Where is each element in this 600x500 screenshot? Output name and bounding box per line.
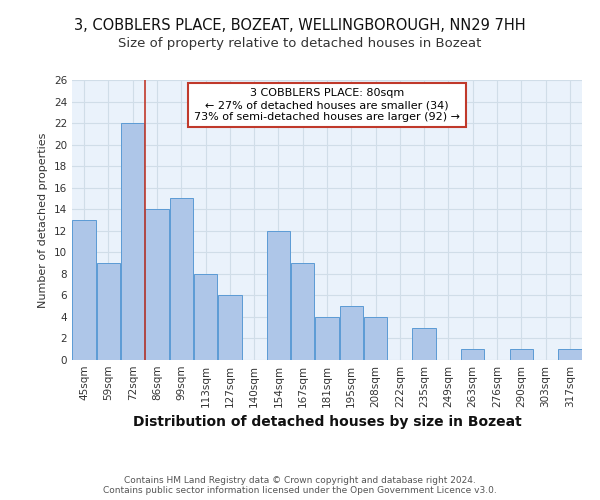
Bar xyxy=(194,274,217,360)
Bar xyxy=(218,296,242,360)
Bar xyxy=(412,328,436,360)
Bar xyxy=(170,198,193,360)
Text: 3 COBBLERS PLACE: 80sqm
← 27% of detached houses are smaller (34)
73% of semi-de: 3 COBBLERS PLACE: 80sqm ← 27% of detache… xyxy=(194,88,460,122)
Bar xyxy=(315,317,339,360)
Y-axis label: Number of detached properties: Number of detached properties xyxy=(38,132,49,308)
Text: Size of property relative to detached houses in Bozeat: Size of property relative to detached ho… xyxy=(118,38,482,51)
Bar xyxy=(340,306,363,360)
Bar xyxy=(73,220,96,360)
Text: 3, COBBLERS PLACE, BOZEAT, WELLINGBOROUGH, NN29 7HH: 3, COBBLERS PLACE, BOZEAT, WELLINGBOROUG… xyxy=(74,18,526,32)
Bar xyxy=(266,231,290,360)
Bar xyxy=(461,349,484,360)
Bar xyxy=(291,263,314,360)
Bar xyxy=(558,349,581,360)
Bar xyxy=(364,317,388,360)
Bar xyxy=(145,209,169,360)
Bar xyxy=(509,349,533,360)
Bar xyxy=(121,123,145,360)
Bar xyxy=(97,263,120,360)
Text: Contains HM Land Registry data © Crown copyright and database right 2024.
Contai: Contains HM Land Registry data © Crown c… xyxy=(103,476,497,495)
X-axis label: Distribution of detached houses by size in Bozeat: Distribution of detached houses by size … xyxy=(133,416,521,430)
